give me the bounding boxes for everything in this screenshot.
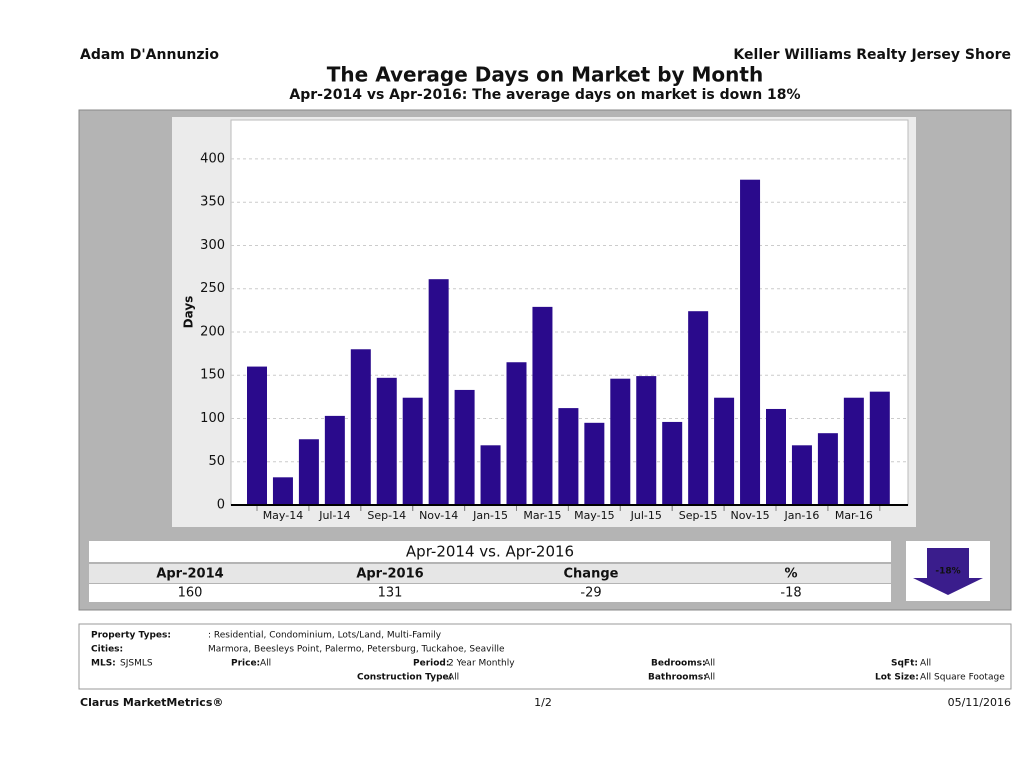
bar (584, 422, 605, 505)
summary-value: 160 (178, 586, 203, 601)
filter-label: Construction Type: (357, 673, 452, 683)
footer-right: 05/11/2016 (948, 696, 1011, 709)
filter-value: : Residential, Condominium, Lots/Land, M… (208, 631, 442, 641)
y-axis-label: Days (182, 296, 196, 329)
bar (506, 362, 527, 505)
bar (766, 408, 786, 505)
summary-column: Apr-2014 (156, 567, 223, 582)
bar (532, 306, 553, 505)
bar (298, 439, 319, 505)
bar (791, 445, 812, 505)
filter-value: 2 Year Monthly (448, 659, 515, 669)
x-tick-label: Nov-14 (419, 509, 458, 522)
y-tick-label: 50 (208, 454, 225, 469)
header-left: Adam D'Annunzio (80, 47, 219, 63)
bar (247, 366, 267, 505)
bar (272, 477, 293, 505)
filter-value: All (448, 673, 459, 683)
x-tick-label: Jul-15 (630, 509, 662, 522)
bar (817, 433, 838, 505)
x-tick-label: Mar-15 (523, 509, 561, 522)
bar (869, 391, 890, 505)
bar (740, 179, 761, 505)
bar (843, 397, 864, 505)
x-tick-label: Nov-15 (730, 509, 769, 522)
y-tick-label: 0 (217, 498, 225, 513)
summary-values-row (89, 584, 891, 602)
bar (714, 397, 735, 505)
bar (350, 349, 371, 505)
filter-label: Lot Size: (875, 673, 919, 683)
header-right: Keller Williams Realty Jersey Shore (733, 47, 1011, 63)
bar (402, 397, 423, 505)
filter-value: Marmora, Beesleys Point, Palermo, Peters… (208, 645, 505, 655)
bar (662, 421, 683, 505)
filters-box (78, 623, 1012, 690)
summary-column: Change (564, 567, 619, 582)
filter-value: All Square Footage (920, 673, 1005, 683)
filter-label: Bedrooms: (651, 659, 706, 669)
x-tick-label: Jan-16 (783, 509, 819, 522)
bar (454, 389, 475, 505)
summary-header-row (89, 541, 891, 562)
y-tick-label: 300 (200, 238, 225, 253)
summary-title: Apr-2014 vs. Apr-2016 (406, 543, 574, 561)
bar (558, 408, 579, 505)
x-tick-label: Jan-15 (472, 509, 508, 522)
filter-value: All (920, 659, 931, 669)
footer-left: Clarus MarketMetrics® (80, 696, 223, 709)
filter-value: All (260, 659, 271, 669)
filter-label: Price: (231, 659, 260, 669)
bar (636, 376, 657, 505)
y-tick-label: 150 (200, 368, 225, 383)
y-tick-label: 400 (200, 151, 225, 166)
bar (480, 445, 501, 505)
filter-label: Bathrooms: (648, 673, 707, 683)
filter-label: Cities: (91, 645, 123, 655)
filter-value: SJSMLS (120, 659, 153, 669)
filter-label: MLS: (91, 659, 116, 669)
summary-columns-row (89, 564, 891, 583)
summary-column: Apr-2016 (356, 567, 423, 582)
x-tick-label: Sep-14 (367, 509, 406, 522)
y-tick-label: 250 (200, 281, 225, 296)
bar (610, 378, 631, 505)
footer-center: 1/2 (534, 696, 552, 709)
bar (376, 377, 397, 505)
filter-label: Property Types: (91, 631, 171, 641)
down-arrow (913, 548, 983, 595)
summary-value: -18 (780, 586, 801, 601)
x-tick-label: May-15 (574, 509, 615, 522)
y-tick-label: 100 (200, 411, 225, 426)
summary-value: -29 (580, 586, 601, 601)
summary-value: 131 (378, 586, 403, 601)
y-tick-label: 350 (200, 195, 225, 210)
bar (324, 415, 345, 505)
x-tick-label: Sep-15 (679, 509, 718, 522)
chart-title: The Average Days on Market by Month (327, 63, 763, 87)
badge-label: -18% (935, 567, 960, 577)
filter-value: All (704, 673, 715, 683)
bar (688, 311, 709, 505)
bar (428, 279, 449, 505)
x-tick-label: May-14 (263, 509, 304, 522)
x-tick-label: Jul-14 (318, 509, 350, 522)
y-tick-label: 200 (200, 324, 225, 339)
filter-label: Period: (413, 659, 449, 669)
chart-subtitle: Apr-2014 vs Apr-2016: The average days o… (289, 87, 800, 103)
filter-label: SqFt: (891, 659, 918, 669)
summary-column: % (784, 567, 797, 582)
filter-value: All (704, 659, 715, 669)
x-tick-label: Mar-16 (835, 509, 873, 522)
